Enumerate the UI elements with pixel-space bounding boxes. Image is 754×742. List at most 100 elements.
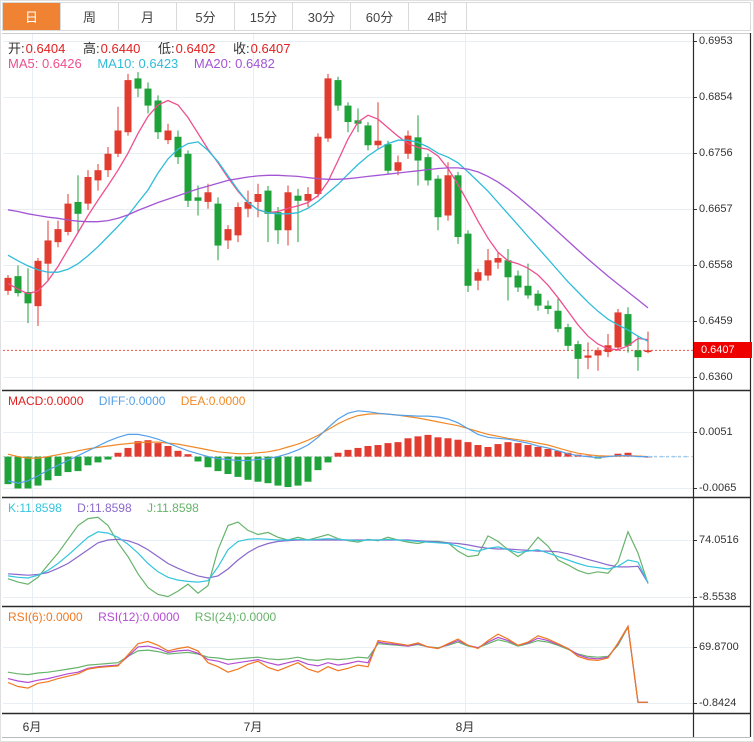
candle-body bbox=[34, 260, 42, 307]
kdj-legend-d: D:11.8598 bbox=[77, 501, 132, 515]
macd-histogram-bar bbox=[244, 456, 252, 480]
candle-body bbox=[74, 201, 82, 214]
candle-body bbox=[404, 135, 412, 154]
tab-month[interactable]: 月 bbox=[119, 3, 177, 30]
candle-body bbox=[444, 175, 452, 216]
tab-week[interactable]: 周 bbox=[61, 3, 119, 30]
candle-body bbox=[504, 260, 512, 278]
macd-histogram-bar bbox=[354, 447, 362, 457]
candle-body bbox=[54, 229, 62, 243]
candle-body bbox=[64, 203, 72, 232]
rsi6-line bbox=[7, 624, 648, 703]
ma5-legend: MA5: 0.6426 bbox=[8, 56, 82, 71]
rsi-axis-label: 69.8700 bbox=[699, 640, 739, 653]
macd-histogram-bar bbox=[164, 446, 172, 457]
candle-body bbox=[224, 229, 232, 241]
candle-body bbox=[124, 80, 132, 133]
price-axis-label: 0.6854 bbox=[699, 90, 733, 103]
candle-body bbox=[414, 137, 422, 161]
candle-body bbox=[574, 344, 582, 359]
macd-histogram-bar bbox=[464, 442, 472, 457]
low-value: 0.6402 bbox=[175, 41, 216, 56]
macd-histogram-bar bbox=[284, 456, 292, 488]
ma20-legend: MA20: 0.6482 bbox=[193, 56, 275, 71]
macd-histogram-bar bbox=[334, 452, 342, 457]
kdj-legend: K:11.8598 D:11.8598 J:11.8598 bbox=[8, 501, 211, 515]
candle-body bbox=[14, 276, 22, 294]
kdj-legend-j: J:11.8598 bbox=[147, 501, 199, 515]
macd-histogram-bar bbox=[154, 443, 162, 457]
macd-histogram-bar bbox=[144, 440, 152, 457]
candle-body bbox=[534, 293, 542, 306]
macd-histogram-bar bbox=[474, 445, 482, 457]
candle-body bbox=[344, 105, 352, 123]
open-value: 0.6404 bbox=[25, 41, 66, 56]
macd-histogram-bar bbox=[494, 444, 502, 457]
macd-histogram-bar bbox=[394, 442, 402, 457]
macd-histogram-bar bbox=[74, 456, 82, 472]
candle-body bbox=[594, 350, 602, 356]
j-line bbox=[7, 516, 649, 598]
macd-histogram-bar bbox=[254, 456, 262, 482]
macd-histogram-bar bbox=[454, 439, 462, 457]
candle-body bbox=[324, 78, 332, 139]
macd-legend-macd: MACD:0.0000 bbox=[8, 394, 84, 408]
tab-day[interactable]: 日 bbox=[3, 3, 61, 30]
macd-histogram-bar bbox=[404, 438, 412, 457]
rsi24-line bbox=[7, 625, 648, 703]
ma20-line bbox=[7, 167, 649, 309]
macd-histogram-bar bbox=[274, 456, 282, 486]
low-label: 低: bbox=[158, 41, 175, 56]
candle-body bbox=[254, 193, 262, 202]
macd-histogram-bar bbox=[184, 454, 192, 457]
macd-histogram-bar bbox=[224, 456, 232, 474]
kdj-axis-label: 74.0516 bbox=[699, 533, 739, 546]
tab-30min[interactable]: 30分 bbox=[293, 3, 351, 30]
macd-histogram-bar bbox=[234, 456, 242, 477]
candle-body bbox=[384, 144, 392, 171]
rsi-legend-24: RSI(24):0.0000 bbox=[194, 610, 277, 624]
ohlc-legend: 开:0.6404 高:0.6440 低:0.6402 收:0.6407 bbox=[8, 38, 304, 57]
candle-body bbox=[584, 355, 592, 358]
tab-5min[interactable]: 5分 bbox=[177, 3, 235, 30]
ma-legend: MA5: 0.6426 MA10: 0.6423 MA20: 0.6482 bbox=[8, 56, 287, 71]
candle-body bbox=[184, 153, 192, 201]
macd-legend-dea: DEA:0.0000 bbox=[180, 394, 246, 408]
candle-body bbox=[274, 212, 282, 231]
diff-line bbox=[7, 410, 648, 484]
candle-body bbox=[174, 136, 182, 158]
candle-body bbox=[144, 88, 152, 106]
candle-body bbox=[214, 203, 222, 246]
macd-histogram-bar bbox=[64, 456, 72, 473]
candle-body bbox=[524, 285, 532, 296]
macd-histogram-bar bbox=[44, 456, 52, 481]
macd-histogram-bar bbox=[114, 452, 122, 457]
candle-body bbox=[424, 157, 432, 181]
tab-15min[interactable]: 15分 bbox=[235, 3, 293, 30]
high-value: 0.6440 bbox=[100, 41, 141, 56]
tab-4hour[interactable]: 4时 bbox=[409, 3, 467, 30]
macd-histogram-bar bbox=[374, 445, 382, 457]
macd-histogram-bar bbox=[314, 456, 322, 471]
ma10-line bbox=[7, 139, 649, 342]
macd-histogram-bar bbox=[34, 456, 42, 486]
candle-body bbox=[84, 176, 92, 204]
candle-body bbox=[4, 277, 12, 291]
price-axis-label: 0.6360 bbox=[699, 370, 733, 383]
macd-legend-diff: DIFF:0.0000 bbox=[98, 394, 166, 408]
candle-body bbox=[314, 136, 322, 194]
macd-histogram-bar bbox=[424, 434, 432, 457]
macd-axis-label: -0.0065 bbox=[699, 481, 737, 494]
candle-body bbox=[284, 192, 292, 231]
macd-histogram-bar bbox=[504, 442, 512, 457]
last-price-badge: 0.6407 bbox=[694, 342, 752, 358]
macd-histogram-bar bbox=[484, 446, 492, 457]
macd-histogram-bar bbox=[134, 441, 142, 457]
candle-body bbox=[164, 130, 172, 141]
macd-histogram-bar bbox=[554, 450, 562, 457]
macd-histogram-bar bbox=[324, 456, 332, 463]
candle-body bbox=[634, 350, 642, 358]
tab-60min[interactable]: 60分 bbox=[351, 3, 409, 30]
candle-body bbox=[244, 201, 252, 209]
